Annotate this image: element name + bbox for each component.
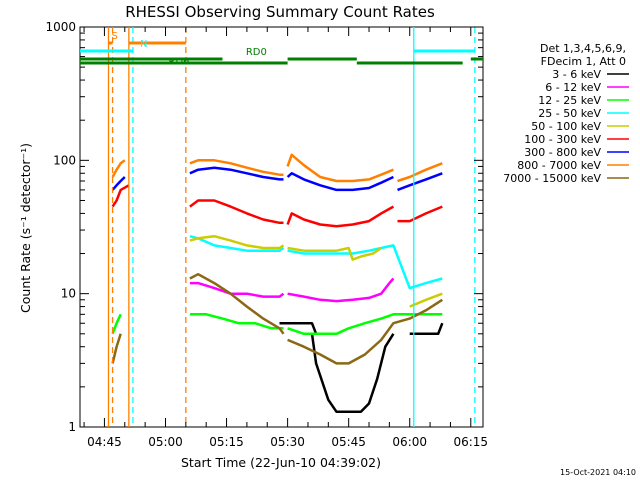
- series-6: [111, 166, 443, 192]
- series-2: [111, 313, 443, 336]
- x-tick-label-4: 05:45: [331, 435, 366, 449]
- legend-header-1: FDecim 1, Att 0: [541, 55, 626, 68]
- legend-label-8: 7000 - 15000 keV: [503, 172, 601, 185]
- series-layer: [111, 153, 444, 414]
- series-4-segment-0: [189, 234, 285, 250]
- series-8: [111, 272, 443, 365]
- state-label-2: RD0: [246, 47, 267, 58]
- plot-frame: [79, 26, 484, 428]
- series-5-segment-2: [286, 205, 395, 228]
- y-axis-label: Count Rate (s⁻¹ detector⁻¹): [18, 143, 33, 313]
- series-1-segment-1: [287, 277, 395, 303]
- state-labels: S N RD0 RD6: [111, 31, 266, 67]
- series-6-segment-3: [397, 172, 443, 192]
- series-2-segment-2: [287, 313, 443, 336]
- series-3-segment-0: [189, 234, 285, 252]
- series-5-segment-3: [397, 205, 443, 223]
- series-4-segment-2: [409, 292, 443, 308]
- series-5-segment-1: [189, 199, 284, 225]
- series-0-segment-2: [409, 322, 444, 336]
- series-3: [189, 234, 443, 290]
- x-tick-label-1: 05:00: [148, 435, 183, 449]
- series-4: [189, 234, 443, 308]
- y-tick-label-2: 100: [53, 153, 76, 167]
- legend-label-7: 800 - 7000 keV: [517, 159, 601, 172]
- state-label-3: RD6: [168, 56, 189, 67]
- legend-label-4: 50 - 100 keV: [531, 120, 601, 133]
- legend-label-5: 100 - 300 keV: [524, 133, 601, 146]
- footer-timestamp: 15-Oct-2021 04:10: [560, 468, 636, 477]
- x-tick-label-3: 05:30: [270, 435, 305, 449]
- state-label-1: N: [140, 39, 147, 50]
- legend-label-2: 12 - 25 keV: [538, 94, 601, 107]
- x-tick-label-6: 06:15: [453, 435, 488, 449]
- state-label-0: S: [111, 31, 117, 42]
- series-4-segment-1: [287, 246, 382, 261]
- series-0-segment-1: [310, 333, 395, 414]
- series-6-segment-2: [286, 172, 394, 192]
- legend-label-6: 300 - 800 keV: [524, 146, 601, 159]
- series-7-segment-0: [111, 159, 126, 178]
- series-7: [111, 153, 443, 183]
- series-3-segment-1: [287, 244, 443, 290]
- legend-header-0: Det 1,3,4,5,6,9,: [540, 42, 626, 55]
- x-axis-label: Start Time (22-Jun-10 04:39:02): [181, 455, 381, 470]
- series-8-segment-2: [287, 298, 443, 365]
- x-tick-label-5: 06:00: [392, 435, 427, 449]
- series-5: [111, 184, 443, 228]
- x-tick-label-0: 04:45: [87, 435, 122, 449]
- series-2-segment-1: [189, 313, 284, 330]
- series-1: [189, 277, 395, 303]
- series-6-segment-1: [189, 166, 284, 181]
- legend: Det 1,3,4,5,6,9,FDecim 1, Att 03 - 6 keV…: [503, 42, 629, 185]
- series-7-segment-1: [189, 159, 284, 176]
- series-8-segment-0: [111, 333, 122, 364]
- vertical-markers: [107, 27, 476, 427]
- series-7-segment-3: [397, 162, 443, 183]
- series-7-segment-2: [286, 153, 394, 183]
- legend-label-0: 3 - 6 keV: [552, 68, 601, 81]
- y-tick-label-3: 1000: [45, 20, 76, 34]
- x-axis: 04:45 05:00 05:15 05:30 05:45 06:00 06:15: [83, 27, 488, 449]
- y-tick-label-0: 1: [68, 420, 76, 434]
- x-tick-label-2: 05:15: [209, 435, 244, 449]
- series-6-segment-0: [111, 176, 126, 191]
- legend-label-1: 6 - 12 keV: [545, 81, 601, 94]
- chart-title: RHESSI Observing Summary Count Rates: [125, 3, 435, 21]
- series-2-segment-0: [111, 313, 122, 335]
- legend-label-3: 25 - 50 keV: [538, 107, 601, 120]
- y-tick-label-1: 10: [61, 287, 76, 301]
- state-bars: [80, 41, 483, 65]
- y-axis: 1 10 100 1000: [45, 20, 483, 434]
- series-5-segment-0: [111, 184, 130, 208]
- series-8-segment-1: [189, 272, 285, 335]
- series-0: [279, 321, 444, 414]
- series-1-segment-0: [189, 281, 285, 298]
